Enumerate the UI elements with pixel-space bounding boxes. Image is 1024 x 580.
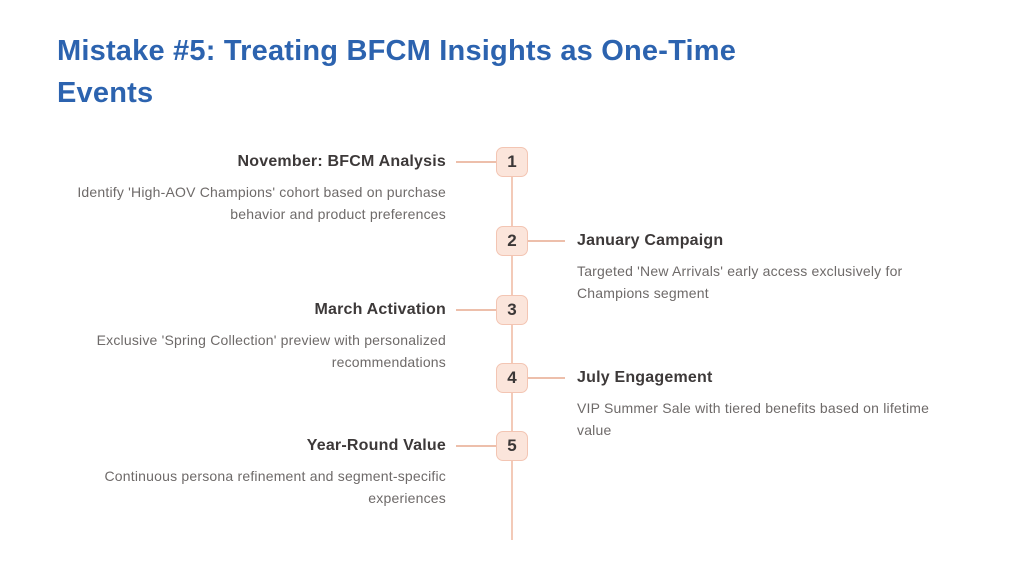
page-title: Mistake #5: Treating BFCM Insights as On…	[57, 35, 737, 109]
timeline-item-description: Identify 'High-AOV Champions' cohort bas…	[77, 184, 446, 222]
timeline-item-description: Targeted 'New Arrivals' early access exc…	[577, 263, 903, 301]
timeline-number: 1	[507, 152, 517, 171]
timeline-item-description: Continuous persona refinement and segmen…	[104, 468, 446, 506]
timeline-item-heading: July Engagement	[577, 369, 713, 386]
timeline-item-heading: November: BFCM Analysis	[237, 153, 446, 170]
timeline-number: 2	[507, 231, 517, 250]
timeline-item-heading: Year-Round Value	[306, 437, 446, 454]
timeline-connector	[528, 377, 565, 379]
timeline-connector	[456, 445, 496, 447]
timeline-item-description: VIP Summer Sale with tiered benefits bas…	[577, 400, 930, 438]
timeline-number: 4	[507, 368, 517, 387]
timeline-item: Year-Round Value Continuous persona refi…	[75, 434, 446, 509]
timeline-number-badge: 5	[496, 431, 528, 461]
timeline-connector	[456, 161, 496, 163]
timeline-number-badge: 3	[496, 295, 528, 325]
timeline-item-heading: March Activation	[314, 301, 446, 318]
timeline-item-description: Exclusive 'Spring Collection' preview wi…	[96, 332, 446, 370]
timeline-number-badge: 1	[496, 147, 528, 177]
timeline-item: November: BFCM Analysis Identify 'High-A…	[75, 150, 446, 225]
timeline-item: March Activation Exclusive 'Spring Colle…	[75, 298, 446, 373]
timeline-number-badge: 4	[496, 363, 528, 393]
timeline-item: January Campaign Targeted 'New Arrivals'…	[577, 229, 947, 304]
timeline-number: 3	[507, 300, 517, 319]
timeline-item: July Engagement VIP Summer Sale with tie…	[577, 366, 947, 441]
timeline-connector	[456, 309, 496, 311]
timeline-number: 5	[507, 436, 517, 455]
timeline-number-badge: 2	[496, 226, 528, 256]
timeline-line	[511, 160, 513, 540]
timeline-connector	[528, 240, 565, 242]
timeline-item-heading: January Campaign	[577, 232, 724, 249]
